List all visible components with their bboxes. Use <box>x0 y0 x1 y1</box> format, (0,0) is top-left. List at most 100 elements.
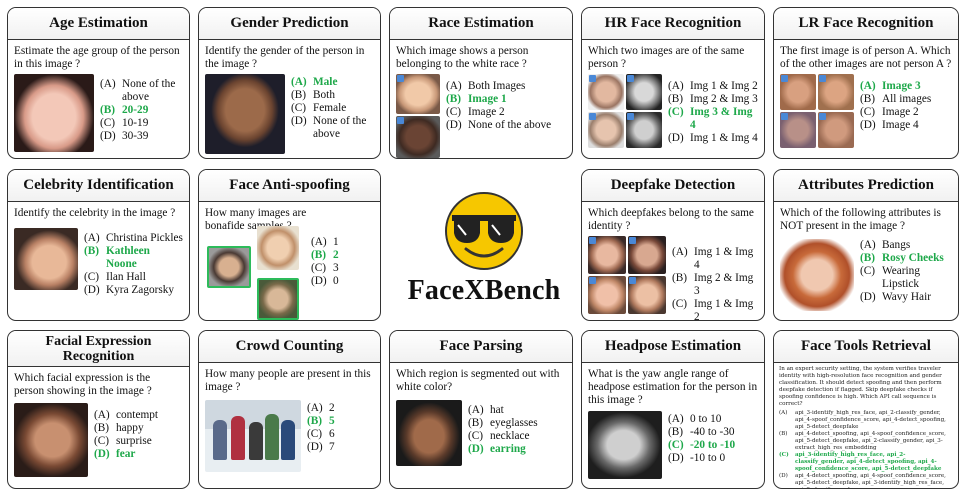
option-b: (B) 20-29 <box>100 104 183 117</box>
option-d: (D) 30-39 <box>100 130 183 143</box>
option-a: (A) Christina Pickles <box>84 232 183 245</box>
options: (A) Male (B) Both (C) Female (D) None of the ab… <box>291 74 374 141</box>
option-text: 0 to 10 <box>690 413 722 425</box>
face-image <box>14 228 78 290</box>
gender-prediction-card: Gender Prediction Identify the gender of… <box>198 7 381 159</box>
option-key: (D) <box>779 473 788 479</box>
age-estimation-card: Age Estimation Estimate the age group of… <box>7 7 190 159</box>
option-a: (A) Img 1 & Img 4 <box>672 246 758 272</box>
question-text: How many people are present in this imag… <box>205 368 371 393</box>
logo-text: FaceXBench <box>407 275 561 306</box>
question-text: What is the yaw angle range of headpose … <box>588 368 758 406</box>
option-a: (A) None of the above <box>100 78 183 104</box>
option-key: (C) <box>779 452 789 458</box>
option-text: Bangs <box>882 239 911 251</box>
option-c: (C) 10-19 <box>100 117 183 130</box>
option-text: -40 to -30 <box>690 426 735 438</box>
option-a: (A) hat <box>468 404 538 417</box>
option-key: (B) <box>668 426 684 438</box>
option-c: (C) Female <box>291 102 374 115</box>
image-grid <box>780 74 854 148</box>
options: (A) Christina Pickles (B) Kathleen Noone (C)… <box>84 228 183 297</box>
option-b: (B) All images <box>860 93 931 106</box>
option-key: (D) <box>446 119 462 131</box>
option-key: (C) <box>668 439 684 451</box>
option-a: (A) Img 1 & Img 2 <box>668 80 758 93</box>
option-key: (B) <box>291 89 307 101</box>
option-key: (C) <box>672 298 688 310</box>
option-text: api_3-identify_high_res_face, api_2-clas… <box>795 452 942 472</box>
option-b: (B) Rosy Cheeks <box>860 252 952 265</box>
option-key: (C) <box>311 262 327 274</box>
card-title: Crowd Counting <box>199 331 380 363</box>
option-d: (D) None of the above <box>291 115 374 141</box>
person-figure <box>213 420 227 460</box>
option-key: (B) <box>84 245 100 257</box>
option-key: (D) <box>84 284 100 296</box>
option-text: Img 3 & Img 4 <box>690 106 753 131</box>
option-key: (B) <box>860 252 876 264</box>
deepfake-detection-card: Deepfake Detection Which deepfakes belon… <box>581 169 765 321</box>
face-image-4 <box>626 112 662 148</box>
question-text: Which image shows a person belonging to … <box>396 45 529 70</box>
facial-expression-recognition-card: Facial Expression Recognition Which faci… <box>7 330 190 489</box>
option-key: (C) <box>446 106 462 118</box>
option-text: fear <box>116 448 136 460</box>
option-d: (D) Wavy Hair <box>860 291 952 304</box>
option-text: 20-29 <box>122 104 149 116</box>
image-number-badge <box>627 75 634 82</box>
option-key: (B) <box>468 417 484 429</box>
card-title: Race Estimation <box>390 8 572 40</box>
option-key: (B) <box>94 422 110 434</box>
options: (A) Img 1 & Img 4 (B) Img 2 & Img 3 (C) Img 1… <box>672 236 758 320</box>
option-key: (D) <box>94 448 110 460</box>
option-key: (B) <box>311 249 327 261</box>
option-text: 1 <box>333 236 339 248</box>
option-text: Rosy Cheeks <box>882 252 944 264</box>
option-b: (B) Img 2 & Img 3 <box>672 272 758 298</box>
option-key: (C) <box>307 428 323 440</box>
option-text: hat <box>490 404 504 416</box>
option-a: (A) 0 to 10 <box>668 413 735 426</box>
face-image-1 <box>396 74 440 114</box>
option-text: 5 <box>329 415 335 427</box>
option-text: Image 2 <box>882 106 919 118</box>
question-text: Estimate the age group of the person in … <box>14 45 180 70</box>
question-text: Which region is segmented out with white… <box>396 368 560 393</box>
image-number-badge <box>589 237 596 244</box>
option-key: (B) <box>100 104 116 116</box>
option-key: (B) <box>446 93 462 105</box>
option-text: api_3-identify_high_res_face, api_2-clas… <box>795 410 946 430</box>
image-number-badge <box>781 113 788 120</box>
options: (A) Bangs (B) Rosy Cheeks (C) Wearing Lipstic… <box>860 239 952 304</box>
option-b: (B) Image 1 <box>446 93 551 106</box>
option-c: (C) Wearing Lipstick <box>860 265 952 291</box>
option-key: (A) <box>668 80 684 92</box>
question-text: Identify the gender of the person in the… <box>205 45 365 70</box>
crowd-counting-card: Crowd Counting How many people are prese… <box>198 330 381 489</box>
option-key: (C) <box>84 271 100 283</box>
option-b: (B) 5 <box>307 415 335 428</box>
options: (A) 0 to 10 (B) -40 to -30 (C) -20 to -10 (D) -… <box>668 411 735 465</box>
option-a: (A) api_3-identify_high_res_face, api_2-c… <box>779 410 953 431</box>
option-text: necklace <box>490 430 530 442</box>
face-image <box>14 74 94 152</box>
option-text: earring <box>490 443 526 455</box>
option-d: (D) Kyra Zagorsky <box>84 284 183 297</box>
option-key: (A) <box>446 80 462 92</box>
image-number-badge <box>589 113 596 120</box>
question-text: Which deepfakes belong to the same ident… <box>588 207 754 232</box>
option-c: (C) Image 2 <box>860 106 931 119</box>
option-key: (D) <box>668 132 684 144</box>
face-image-3 <box>588 276 626 314</box>
card-title: Face Tools Retrieval <box>774 331 958 363</box>
image-number-badge <box>589 75 596 82</box>
crowd-image <box>205 400 301 472</box>
option-c: (C) 6 <box>307 428 335 441</box>
image-number-badge <box>629 237 636 244</box>
option-key: (D) <box>468 443 484 455</box>
option-text: 0 <box>333 275 339 287</box>
option-d: (D) Img 1 & Img 4 <box>668 132 758 145</box>
option-text: api_4-detect_spoofing, api_4-spoof_confi… <box>795 473 946 488</box>
face-image-1 <box>780 74 816 110</box>
